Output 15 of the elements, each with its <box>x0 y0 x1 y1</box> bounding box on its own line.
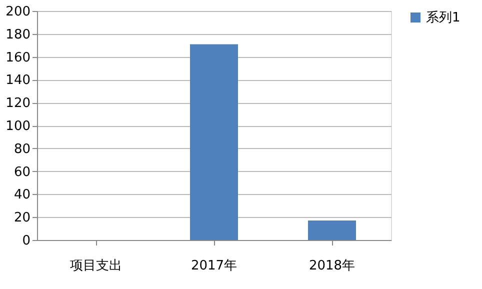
y-tick-label: 180 <box>6 27 30 42</box>
y-tick-label: 0 <box>22 234 30 248</box>
y-tick-label: 140 <box>6 73 30 88</box>
y-tick-label: 200 <box>6 4 30 20</box>
x-tick-label: 项目支出 <box>70 258 122 274</box>
y-tick-label: 80 <box>14 142 30 157</box>
y-tick-label: 160 <box>6 50 30 66</box>
y-tick-label: 120 <box>6 96 30 112</box>
y-tick-label: 40 <box>14 188 30 203</box>
x-tick-label: 2018年 <box>308 258 356 274</box>
y-tick-label: 100 <box>6 119 30 134</box>
y-tick-label: 20 <box>14 210 30 226</box>
legend-label: 系列1 <box>426 10 460 26</box>
y-tick-label: 60 <box>14 164 30 180</box>
x-tick-label: 2017年 <box>190 258 238 274</box>
